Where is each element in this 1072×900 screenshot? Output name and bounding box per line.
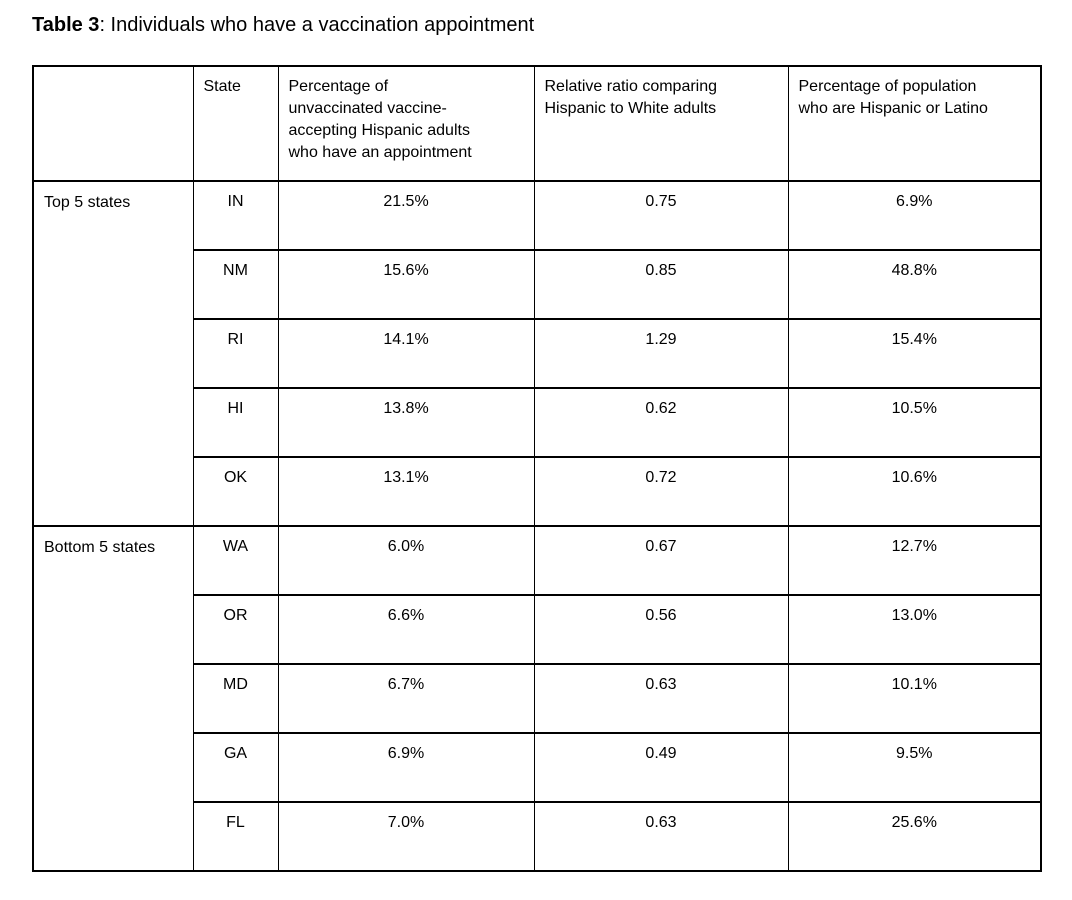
state-cell: WA	[192, 525, 279, 596]
state-cell: HI	[192, 387, 279, 458]
pct-population-cell: 13.0%	[787, 594, 1042, 665]
group-label-top5: Top 5 states	[32, 180, 194, 527]
table-title-label: Table 3	[32, 14, 100, 36]
relative-ratio-cell: 0.63	[533, 801, 789, 872]
header-pct-population: Percentage of population who are Hispani…	[787, 65, 1042, 182]
table-row: OK 13.1% 0.72 10.6%	[33, 456, 1042, 527]
table-row: FL 7.0% 0.63 25.6%	[33, 801, 1042, 872]
vaccination-appointment-table: State Percentage of unvaccinated vaccine…	[32, 65, 1042, 872]
relative-ratio-cell: 0.72	[533, 456, 789, 527]
pct-appointment-cell: 6.0%	[277, 525, 535, 596]
table-row: GA 6.9% 0.49 9.5%	[33, 732, 1042, 803]
relative-ratio-cell: 0.49	[533, 732, 789, 803]
pct-population-cell: 15.4%	[787, 318, 1042, 389]
pct-appointment-cell: 15.6%	[277, 249, 535, 320]
pct-appointment-cell: 14.1%	[277, 318, 535, 389]
table-row: Top 5 states IN 21.5% 0.75 6.9%	[32, 180, 1042, 527]
state-cell: NM	[192, 249, 279, 320]
table-row: HI 13.8% 0.62 10.5%	[33, 387, 1042, 458]
state-cell: IN	[192, 180, 279, 251]
state-cell: OK	[192, 456, 279, 527]
table-row: Bottom 5 states WA 6.0% 0.67 12.7%	[32, 525, 1042, 872]
relative-ratio-cell: 0.56	[533, 594, 789, 665]
pct-population-cell: 6.9%	[787, 180, 1042, 251]
pct-appointment-cell: 6.9%	[277, 732, 535, 803]
table-title-text: : Individuals who have a vaccination app…	[99, 14, 535, 36]
relative-ratio-cell: 0.67	[533, 525, 789, 596]
pct-appointment-cell: 6.7%	[277, 663, 535, 734]
header-state: State	[192, 65, 279, 182]
relative-ratio-cell: 0.62	[533, 387, 789, 458]
header-empty-cell	[32, 65, 194, 182]
header-pct-population-label: Percentage of population who are Hispani…	[798, 78, 988, 117]
relative-ratio-cell: 0.75	[533, 180, 789, 251]
state-cell: OR	[192, 594, 279, 665]
pct-population-cell: 48.8%	[787, 249, 1042, 320]
state-cell: GA	[192, 732, 279, 803]
pct-appointment-cell: 6.6%	[277, 594, 535, 665]
table-row: RI 14.1% 1.29 15.4%	[33, 318, 1042, 389]
header-relative-ratio-label: Relative ratio comparing Hispanic to Whi…	[544, 78, 718, 117]
header-pct-appointment-label: Percentage of unvaccinated vaccine-accep…	[288, 78, 472, 161]
header-state-label: State	[203, 78, 241, 95]
pct-population-cell: 25.6%	[787, 801, 1042, 872]
header-relative-ratio: Relative ratio comparing Hispanic to Whi…	[533, 65, 789, 182]
table-row: OR 6.6% 0.56 13.0%	[33, 594, 1042, 665]
group-label-bottom5: Bottom 5 states	[32, 525, 194, 872]
pct-population-cell: 10.1%	[787, 663, 1042, 734]
state-cell: FL	[192, 801, 279, 872]
pct-population-cell: 10.6%	[787, 456, 1042, 527]
pct-population-cell: 12.7%	[787, 525, 1042, 596]
header-row: State Percentage of unvaccinated vaccine…	[32, 65, 1042, 182]
relative-ratio-cell: 1.29	[533, 318, 789, 389]
table-title: Table 3: Individuals who have a vaccinat…	[32, 13, 534, 37]
pct-appointment-cell: 21.5%	[277, 180, 535, 251]
table-row: MD 6.7% 0.63 10.1%	[33, 663, 1042, 734]
pct-appointment-cell: 13.1%	[277, 456, 535, 527]
pct-appointment-cell: 7.0%	[277, 801, 535, 872]
state-cell: RI	[192, 318, 279, 389]
pct-population-cell: 9.5%	[787, 732, 1042, 803]
pct-appointment-cell: 13.8%	[277, 387, 535, 458]
header-pct-appointment: Percentage of unvaccinated vaccine-accep…	[277, 65, 535, 182]
relative-ratio-cell: 0.63	[533, 663, 789, 734]
state-cell: MD	[192, 663, 279, 734]
relative-ratio-cell: 0.85	[533, 249, 789, 320]
pct-population-cell: 10.5%	[787, 387, 1042, 458]
table-row: NM 15.6% 0.85 48.8%	[33, 249, 1042, 320]
